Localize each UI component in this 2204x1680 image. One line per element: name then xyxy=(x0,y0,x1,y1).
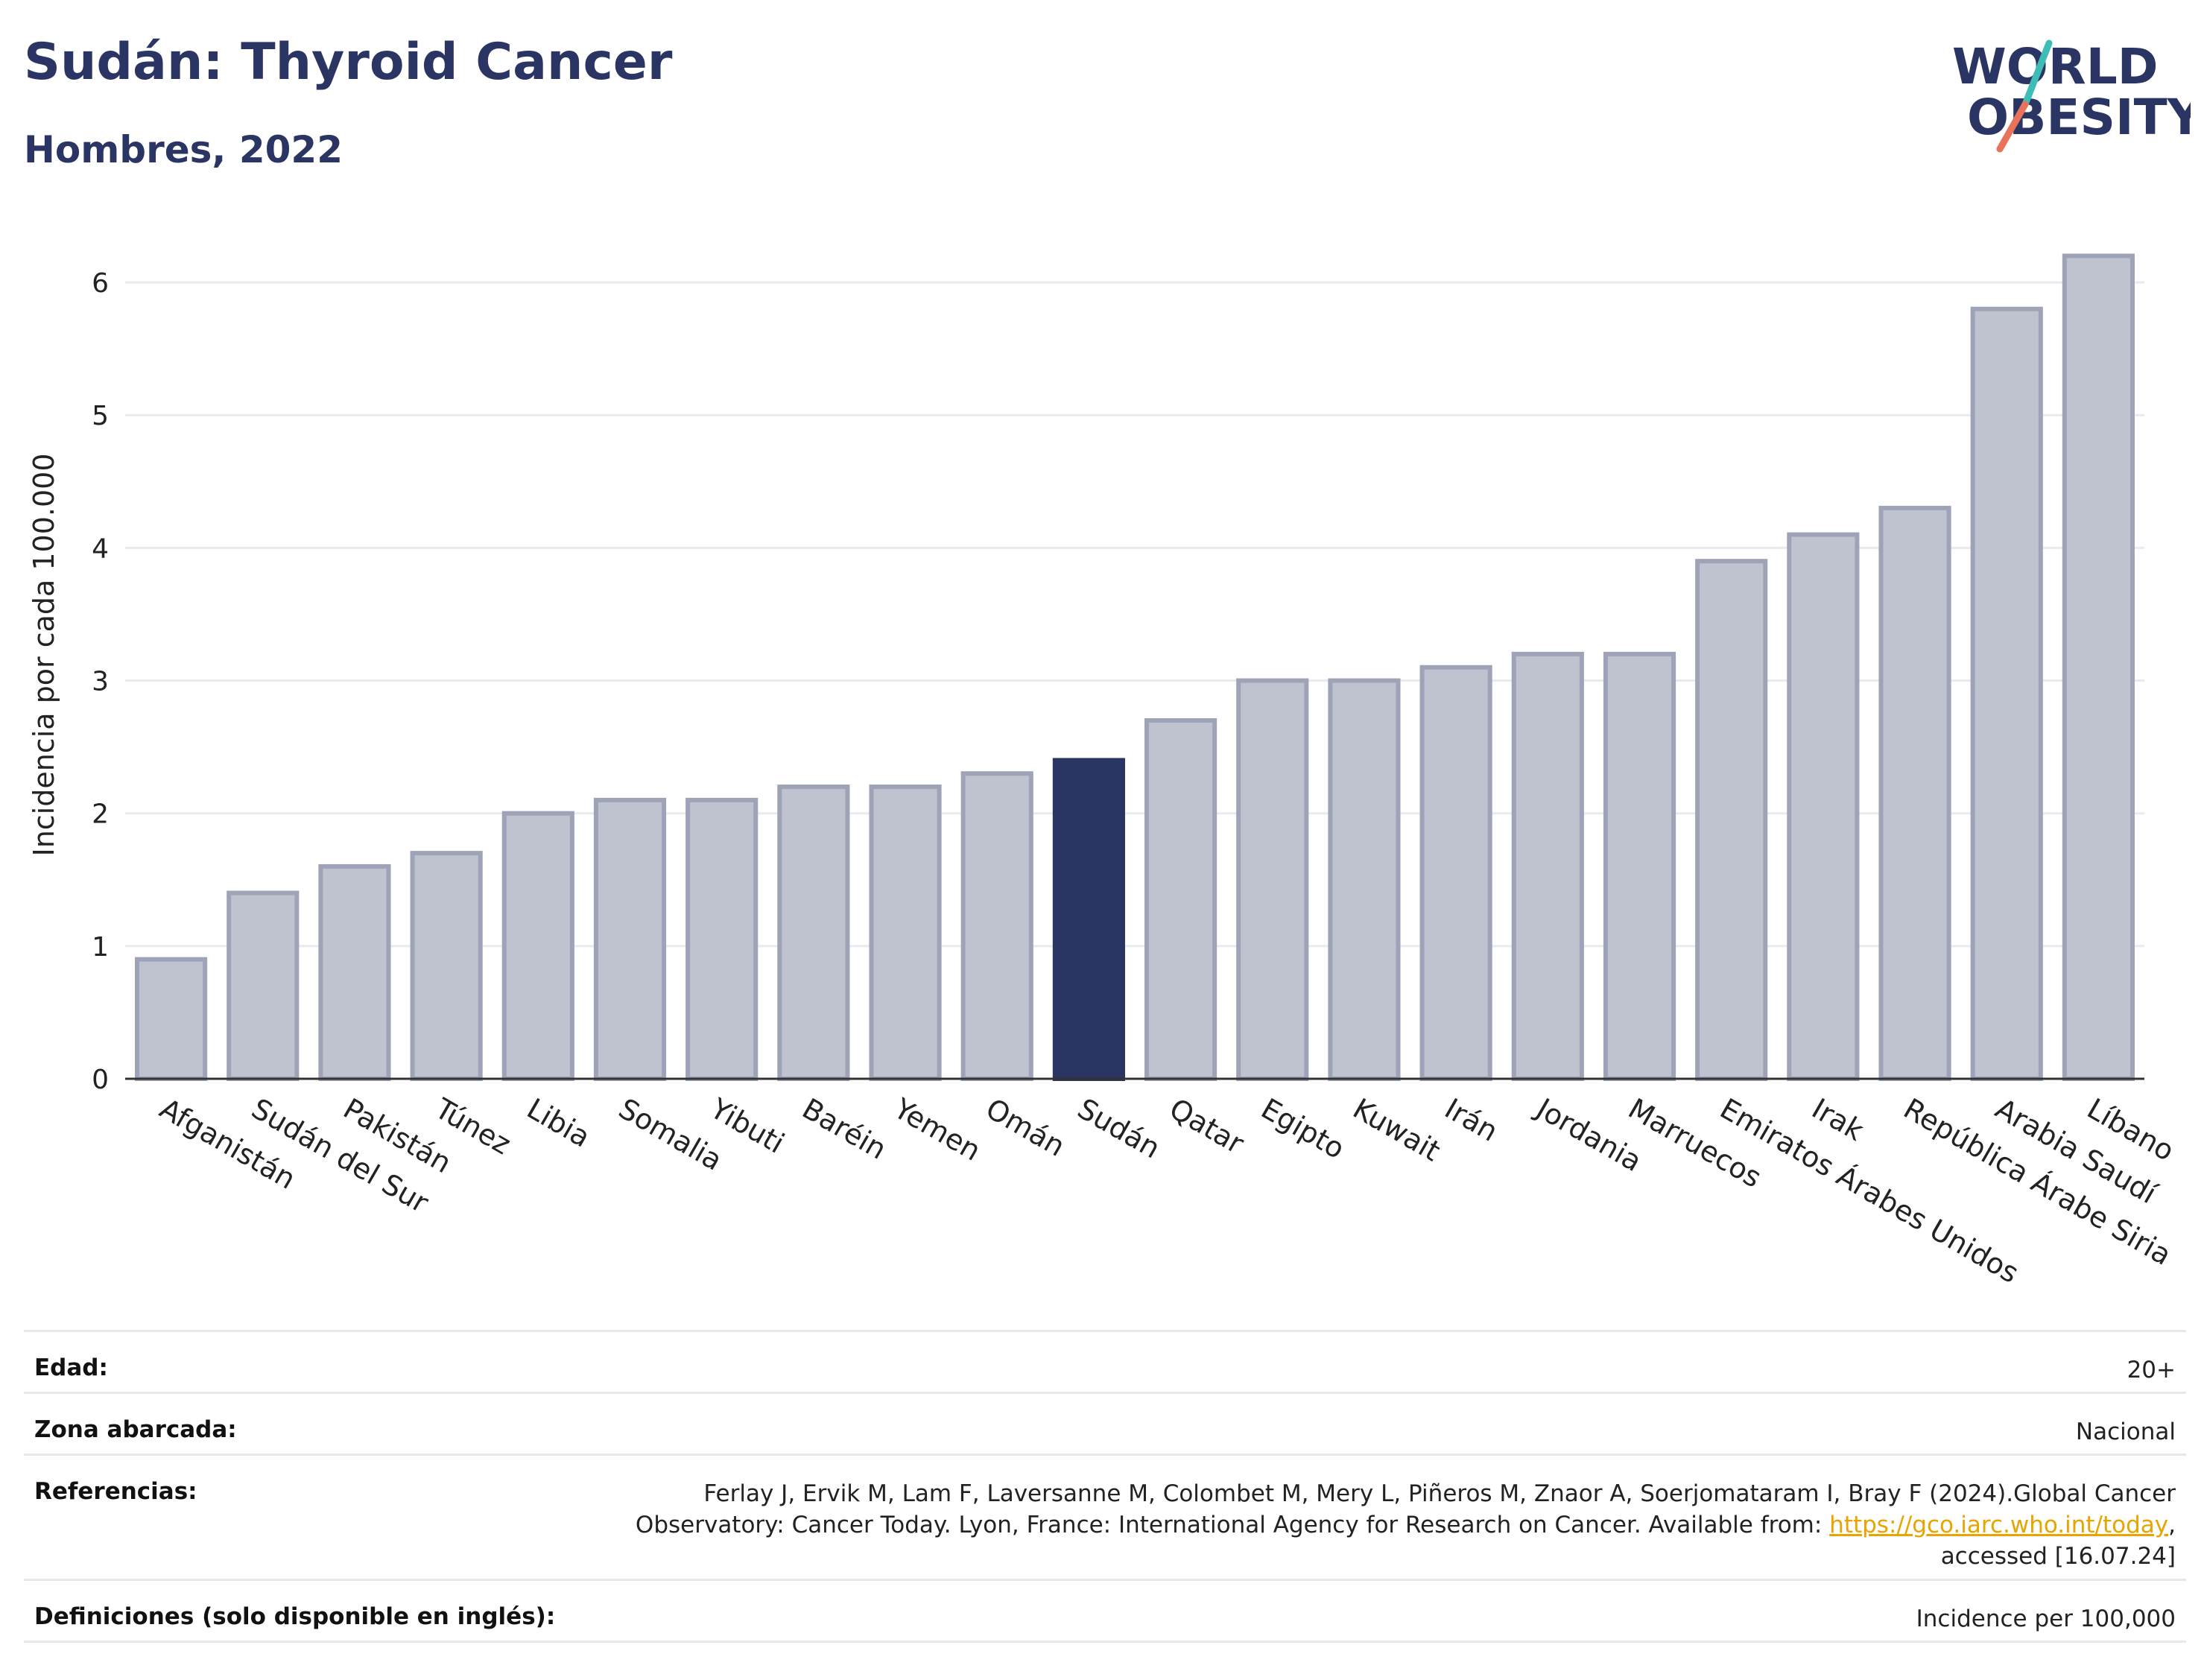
x-tick-label: Libia xyxy=(522,1092,596,1154)
logo-slash-top-icon xyxy=(2021,39,2053,108)
logo-line1: WORLD xyxy=(1952,38,2159,95)
y-tick-label: 0 xyxy=(92,1065,109,1095)
y-tick-label: 2 xyxy=(92,799,109,830)
gco-link[interactable]: https://gco.iarc.who.int/today xyxy=(1829,1512,2169,1538)
ref-line-3: accessed [16.07.24] xyxy=(1940,1543,2176,1570)
edad-value: 20+ xyxy=(2127,1357,2176,1383)
y-axis-label: Incidencia por cada 100.000 xyxy=(28,453,60,856)
bar-egipto xyxy=(1236,678,1309,1081)
definiciones-label: Definiciones (solo disponible en inglés)… xyxy=(34,1603,556,1630)
meta-row-referencias: Referencias: Ferlay J, Ervik M, Lam F, L… xyxy=(24,1454,2186,1579)
ref-line-2-post: , xyxy=(2168,1512,2176,1538)
bars xyxy=(135,253,2135,1082)
logo-slash-bottom-icon xyxy=(1996,101,2029,153)
ref-line-2-text: Observatory: Cancer Today. Lyon, France:… xyxy=(635,1512,1830,1538)
x-tick-label: Egipto xyxy=(1255,1092,1350,1166)
referencias-value: Ferlay J, Ervik M, Lam F, Laversanne M, … xyxy=(636,1478,2176,1572)
bar-arabia-saudí xyxy=(1970,306,2043,1082)
ref-line-1: Ferlay J, Ervik M, Lam F, Laversanne M, … xyxy=(703,1480,2176,1507)
bar-libia xyxy=(501,811,574,1081)
bar-irak xyxy=(1787,532,1860,1081)
page-title: Sudán: Thyroid Cancer xyxy=(24,33,673,92)
x-tick-label: Yemen xyxy=(888,1091,987,1167)
x-tick-label: Kuwait xyxy=(1347,1092,1445,1168)
metadata-table: Edad: 20+ Zona abarcada: Nacional Refere… xyxy=(24,1330,2186,1643)
x-tick-label: Irak xyxy=(1806,1092,1869,1147)
bar-marruecos xyxy=(1603,651,1676,1081)
x-tick-label: Qatar xyxy=(1164,1092,1250,1161)
x-tick-label: Emiratos Árabes Unidos xyxy=(1714,1092,2024,1290)
bar-pakistán xyxy=(318,863,391,1081)
ref-line-2: Observatory: Cancer Today. Lyon, France:… xyxy=(636,1509,2176,1541)
bar-sudán-del-sur xyxy=(227,890,300,1081)
bar-emiratos-árabes-unidos xyxy=(1695,559,1768,1081)
bar-omán xyxy=(960,771,1033,1081)
bar-afganistán xyxy=(135,957,208,1081)
y-tick-label: 6 xyxy=(92,268,109,299)
zona-label: Zona abarcada: xyxy=(34,1416,237,1443)
bar-baréin xyxy=(777,784,850,1081)
bar-jordania xyxy=(1511,651,1584,1081)
bar-kuwait xyxy=(1328,678,1401,1081)
x-tick-label: Baréin xyxy=(797,1092,892,1166)
x-tick-label: Omán xyxy=(981,1092,1071,1163)
x-tick-label: Jordania xyxy=(1530,1091,1647,1178)
bar-república-árabe-siria xyxy=(1878,505,1951,1081)
bar-líbano xyxy=(2062,253,2135,1081)
definiciones-value: Incidence per 100,000 xyxy=(1916,1605,2176,1632)
bar-irán xyxy=(1419,665,1492,1081)
meta-row-edad: Edad: 20+ xyxy=(24,1330,2186,1392)
x-tick-label: Somalia xyxy=(613,1092,728,1177)
bar-somalia xyxy=(593,797,667,1082)
x-tick-label: Sudán xyxy=(1072,1092,1166,1165)
y-tick-label: 5 xyxy=(92,401,109,431)
y-tick-label: 4 xyxy=(92,533,109,564)
world-obesity-logo: WORLD OBESITY xyxy=(1952,38,2191,153)
bar-túnez xyxy=(410,851,483,1081)
bar-yibuti xyxy=(685,797,759,1082)
bar-yemen xyxy=(869,784,942,1081)
page-subtitle: Hombres, 2022 xyxy=(24,128,343,171)
y-tick-label: 1 xyxy=(92,932,109,963)
y-tick-labels: 0 1 2 3 4 5 6 xyxy=(92,268,109,1095)
bar-sudán xyxy=(1052,758,1125,1082)
meta-row-definiciones: Definiciones (solo disponible en inglés)… xyxy=(24,1579,2186,1643)
bar-qatar xyxy=(1144,717,1217,1081)
referencias-label: Referencias: xyxy=(34,1478,197,1505)
y-tick-label: 3 xyxy=(92,667,109,697)
edad-label: Edad: xyxy=(34,1354,108,1381)
meta-row-zona: Zona abarcada: Nacional xyxy=(24,1392,2186,1454)
zona-value: Nacional xyxy=(2075,1419,2176,1445)
x-tick-label: Irán xyxy=(1440,1092,1504,1148)
